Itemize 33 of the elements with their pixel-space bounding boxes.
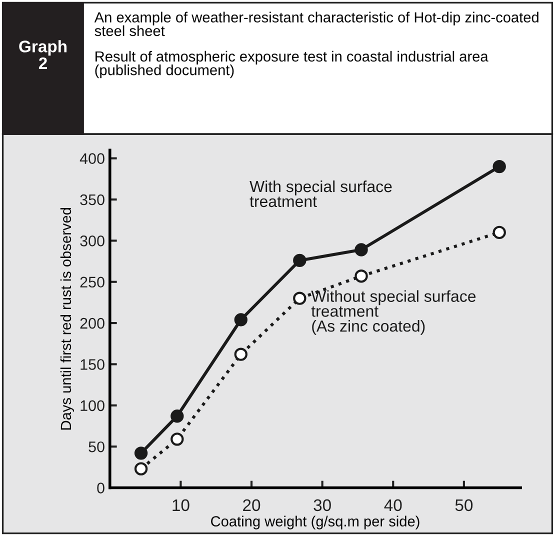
point bbox=[170, 432, 184, 446]
x-tick-label: 50 bbox=[455, 499, 473, 512]
point bbox=[234, 313, 248, 326]
y-tick-label: 200 bbox=[80, 318, 104, 329]
point bbox=[234, 348, 248, 361]
point bbox=[492, 226, 506, 240]
caption: Graph 2 bbox=[19, 40, 67, 69]
y-tick-label: 350 bbox=[80, 194, 104, 206]
y-tick-label: 50 bbox=[88, 441, 104, 452]
y-axis-title: Days until first red rust is observed bbox=[60, 208, 74, 430]
point bbox=[492, 160, 506, 174]
chart-title: An example of weather-resistant characteristic of Hot-dip zinc-coated steel sheet bbox=[94, 12, 538, 36]
point bbox=[170, 410, 184, 423]
series-label: Without special surface treatment (As zinc coated) bbox=[311, 290, 476, 335]
x-tick-label: 30 bbox=[314, 499, 331, 512]
point bbox=[354, 243, 368, 256]
x-tick-label: 10 bbox=[172, 499, 190, 512]
point bbox=[134, 446, 148, 460]
series-label: With special surface treatment bbox=[250, 180, 392, 208]
point bbox=[354, 269, 368, 283]
x-axis-title: Coating weight (g/sq.m per side) bbox=[211, 516, 420, 530]
chart-subtitle: Result of atmospheric exposure test in coastal industrial area (published document) bbox=[95, 50, 488, 78]
y-tick-label: 400 bbox=[80, 153, 104, 164]
x-tick-label: 40 bbox=[384, 499, 402, 512]
y-tick-label: 0 bbox=[97, 482, 104, 494]
y-tick-label: 250 bbox=[80, 276, 104, 288]
point bbox=[293, 254, 306, 268]
point bbox=[134, 462, 148, 476]
y-tick-label: 150 bbox=[80, 359, 104, 370]
y-tick-label: 100 bbox=[80, 400, 104, 412]
y-tick-label: 300 bbox=[80, 236, 104, 246]
point bbox=[293, 292, 306, 305]
x-tick-label: 20 bbox=[243, 499, 260, 512]
